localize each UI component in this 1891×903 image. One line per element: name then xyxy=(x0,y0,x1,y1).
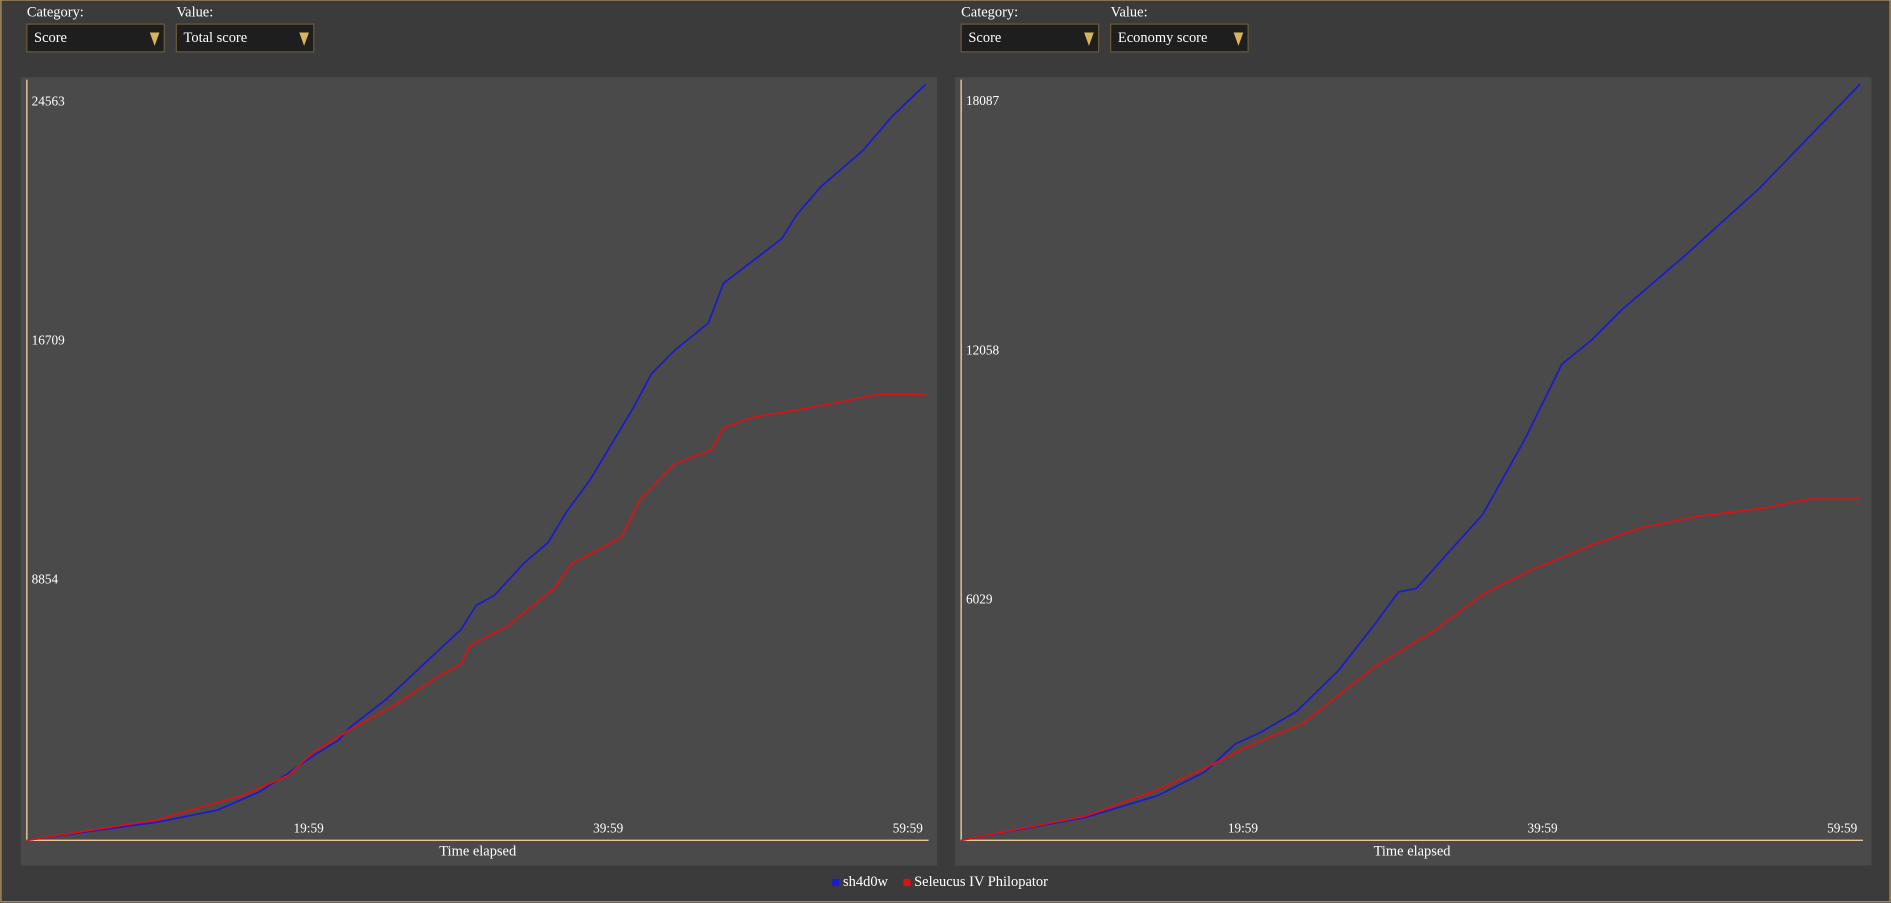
dropdown-arrow xyxy=(149,32,160,46)
dropdown-arrow xyxy=(1084,32,1094,46)
y-tick-label: 24563 xyxy=(32,94,66,109)
x-tick-label: 19:59 xyxy=(294,821,325,836)
x-tick-label: 39:59 xyxy=(1527,821,1558,836)
legend-swatch xyxy=(903,878,911,887)
dropdown-arrow xyxy=(299,32,309,46)
dropdown-value: Economy score xyxy=(1118,30,1208,46)
y-tick-label: 16709 xyxy=(32,333,66,348)
dropdown[interactable] xyxy=(26,23,165,53)
dropdown[interactable] xyxy=(960,23,1100,53)
y-tick-label: 18087 xyxy=(966,93,1000,108)
x-tick-label: 59:59 xyxy=(893,821,924,836)
legend-label: Seleucus IV Philopator xyxy=(914,874,1048,890)
legend-swatch xyxy=(832,878,840,887)
y-tick-label: 6029 xyxy=(966,592,993,607)
x-axis-title: Time elapsed xyxy=(439,844,517,860)
legend-label: sh4d0w xyxy=(843,874,889,890)
series-line xyxy=(961,83,1861,842)
x-axis-title: Time elapsed xyxy=(1374,844,1452,860)
x-tick-label: 39:59 xyxy=(593,821,624,836)
plot-area xyxy=(955,77,1872,866)
dropdown-label: Value: xyxy=(1111,5,1148,21)
dropdown[interactable] xyxy=(175,23,315,53)
y-tick-label: 8854 xyxy=(32,572,59,587)
dropdown-value: Score xyxy=(34,30,67,46)
series-line xyxy=(26,393,926,842)
dropdown-arrow xyxy=(1233,32,1244,46)
dropdown-value: Score xyxy=(968,30,1001,46)
y-tick-label: 12058 xyxy=(966,342,1000,357)
dropdown-label: Category: xyxy=(961,5,1018,21)
dropdown-label: Value: xyxy=(176,5,213,21)
x-tick-label: 59:59 xyxy=(1827,821,1858,836)
dropdown[interactable] xyxy=(1110,23,1249,53)
series-line xyxy=(961,498,1860,842)
plot-area xyxy=(20,77,938,866)
x-tick-label: 19:59 xyxy=(1228,821,1259,836)
dropdown-value: Total score xyxy=(184,30,248,46)
dropdown-label: Category: xyxy=(27,5,84,21)
